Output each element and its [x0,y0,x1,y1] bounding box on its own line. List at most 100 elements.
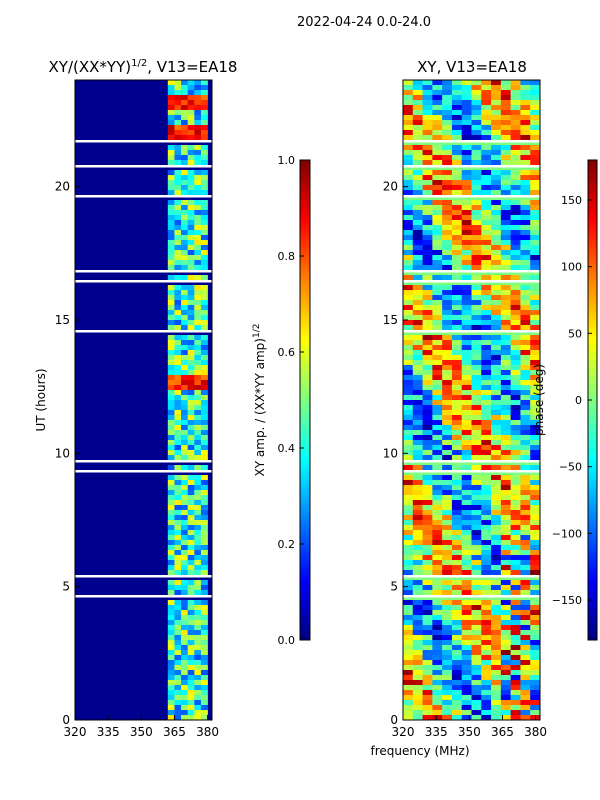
phase-cell [432,340,443,345]
phase-cell [451,710,463,715]
phase-cell [403,475,414,480]
phase-cell [471,380,482,385]
phase-cell [500,110,511,115]
amplitude-cell [187,670,195,675]
phase-cell [471,200,482,205]
phase-cell [491,505,502,510]
phase-cell [412,210,423,215]
amplitude-cell [194,485,202,490]
phase-cell [471,475,482,480]
amplitude-cell [200,560,208,565]
phase-cell [481,500,492,505]
amplitude-cell [187,415,195,420]
phase-cell [510,320,521,325]
phase-cell [432,420,443,425]
amplitude-cell [167,530,175,535]
phase-cell [510,555,521,560]
phase-cell [451,305,463,310]
amplitude-cell [174,560,182,565]
amplitude-cell [194,590,202,595]
amplitude-cell [187,210,195,215]
phase-cell [442,310,453,315]
phase-cell [461,265,472,270]
phase-cell [481,100,492,105]
amplitude-cell [194,80,202,85]
phase-cell [520,530,531,535]
phase-cell [432,240,443,245]
phase-cell [510,465,521,470]
phase-cell [500,690,511,695]
amplitude-panel-title: XY/(XX*YY)1/2, V13=EA18 [49,58,238,76]
phase-cell [442,665,453,670]
phase-cell [422,710,433,715]
phase-cell [481,250,492,255]
phase-cell [530,700,540,705]
phase-cell [520,160,531,165]
phase-cell [530,235,540,240]
phase-cell [432,115,443,120]
phase-cell [491,425,502,430]
phase-cell [481,160,492,165]
amplitude-cell [200,670,208,675]
phase-cell [491,680,502,685]
phase-cell [500,400,511,405]
amplitude-cell [167,590,175,595]
phase-cell [491,290,502,295]
amplitude-cell [174,690,182,695]
phase-cell [442,380,453,385]
phase-cell [471,370,482,375]
amplitude-cell [200,120,208,125]
phase-cell [510,315,521,320]
phase-cell [510,220,521,225]
amplitude-cell [194,465,202,470]
phase-cell [403,625,414,630]
phase-cell [520,90,531,95]
amplitude-cell [174,605,182,610]
phase-cell [530,420,540,425]
amplitude-cell [181,665,188,670]
phase-cell [451,245,463,250]
phase-cell [461,360,472,365]
amplitude-cell [200,550,208,555]
amplitude-cell [200,600,208,605]
amplitude-cell [187,515,195,520]
amplitude-cell [181,535,188,540]
flagged-row [403,165,540,168]
amplitude-cell [194,325,202,330]
phase-cell [520,550,531,555]
phase-cell [491,605,502,610]
phase-cell [520,705,531,710]
amplitude-cell [174,620,182,625]
phase-cell [432,630,443,635]
phase-cell [520,375,531,380]
phase-cell [500,305,511,310]
phase-cell [451,500,463,505]
phase-cell [471,410,482,415]
amplitude-cell [187,85,195,90]
phase-cell [481,635,492,640]
amplitude-cell [181,185,188,190]
amplitude-cell [174,370,182,375]
amplitude-cell [174,615,182,620]
phase-cell [520,190,531,195]
amplitude-cell [181,175,188,180]
amplitude-cell [174,435,182,440]
phase-cell [432,600,443,605]
phase-cell [481,555,492,560]
phase-cell [442,505,453,510]
phase-cell [510,610,521,615]
amplitude-cell [187,495,195,500]
amplitude-cell [200,290,208,295]
phase-cell [500,565,511,570]
phase-cell [451,640,463,645]
phase-cell [471,285,482,290]
phase-cell [471,630,482,635]
phase-cell [510,230,521,235]
amplitude-cell [167,705,175,710]
amplitude-cell [167,600,175,605]
phase-cell [422,600,433,605]
phase-cell [432,465,443,470]
phase-cell [451,655,463,660]
amplitude-cell [194,685,202,690]
phase-cell [471,495,482,500]
